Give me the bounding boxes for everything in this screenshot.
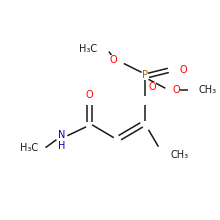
Text: N: N — [58, 130, 65, 140]
Text: O: O — [179, 65, 187, 75]
Text: H₃C: H₃C — [20, 143, 38, 153]
Text: CH₃: CH₃ — [198, 85, 216, 95]
Text: O: O — [172, 85, 180, 95]
Text: O: O — [109, 55, 117, 66]
Text: H₃C: H₃C — [79, 44, 97, 54]
Text: P: P — [141, 70, 148, 80]
Text: O: O — [85, 90, 93, 100]
Text: CH₃: CH₃ — [170, 150, 188, 160]
Text: O: O — [149, 82, 156, 92]
Text: H: H — [58, 141, 65, 151]
